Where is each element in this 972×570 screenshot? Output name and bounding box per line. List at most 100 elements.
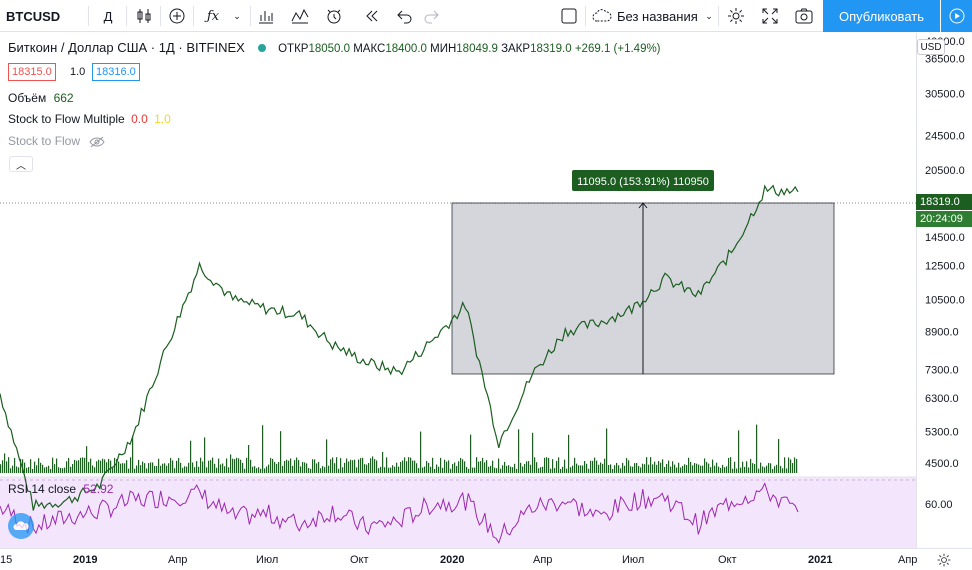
indicators-icon[interactable]: ƒx bbox=[206, 8, 220, 24]
volume-bar bbox=[736, 468, 738, 473]
ask-price-button[interactable]: 18316.0 bbox=[92, 63, 140, 81]
collapse-legend-button[interactable]: ︿ bbox=[9, 156, 33, 172]
publish-button[interactable]: Опубликовать bbox=[823, 0, 940, 32]
volume-bar bbox=[4, 453, 6, 473]
volume-bar bbox=[256, 468, 258, 473]
candles-icon[interactable] bbox=[132, 0, 156, 32]
volume-bar bbox=[166, 465, 168, 473]
volume-bar bbox=[782, 468, 784, 473]
volume-bar bbox=[220, 464, 222, 473]
volume-bar bbox=[0, 464, 2, 473]
layout-select-icon[interactable] bbox=[557, 0, 581, 32]
volume-bar bbox=[210, 460, 212, 473]
currency-button[interactable]: USD bbox=[917, 39, 945, 55]
volume-bar bbox=[396, 462, 398, 473]
volume-bar bbox=[308, 467, 310, 473]
volume-bar bbox=[786, 468, 788, 473]
volume-bar bbox=[346, 458, 348, 473]
rsi-panel-background bbox=[0, 477, 916, 548]
volume-bar bbox=[616, 462, 618, 473]
settings-icon[interactable] bbox=[933, 550, 955, 570]
divider bbox=[718, 6, 719, 26]
volume-bar bbox=[282, 466, 284, 473]
chevron-down-icon[interactable]: ⌄ bbox=[233, 10, 241, 21]
volume-bar bbox=[372, 456, 374, 473]
volume-bar bbox=[318, 461, 320, 473]
volume-bar bbox=[664, 467, 666, 473]
divider bbox=[126, 6, 127, 26]
cloud-icon[interactable] bbox=[590, 0, 614, 32]
fullscreen-icon[interactable] bbox=[758, 0, 782, 32]
volume-bar bbox=[668, 460, 670, 473]
volume-bar bbox=[748, 467, 750, 473]
volume-bar bbox=[60, 468, 62, 473]
volume-bar bbox=[496, 468, 498, 473]
volume-bar bbox=[84, 457, 86, 473]
volume-bar bbox=[304, 462, 306, 473]
volume-bar bbox=[144, 463, 146, 473]
volume-bar bbox=[442, 467, 444, 473]
tradingview-logo-icon[interactable] bbox=[8, 513, 34, 539]
s2f-legend[interactable]: Stock to Flow Multiple 0.0 1.0 bbox=[8, 112, 171, 126]
volume-bar bbox=[342, 467, 344, 473]
volume-bar bbox=[672, 461, 674, 473]
volume-bar bbox=[214, 463, 216, 473]
volume-bar bbox=[276, 463, 278, 473]
volume-bar bbox=[250, 459, 252, 473]
volume-bar bbox=[522, 466, 524, 473]
redo-icon[interactable] bbox=[419, 0, 443, 32]
volume-bar bbox=[328, 465, 330, 473]
volume-bar bbox=[704, 458, 706, 473]
volume-bar bbox=[718, 466, 720, 473]
rsi-line bbox=[0, 482, 799, 544]
volume-bar bbox=[586, 463, 588, 473]
volume-bar bbox=[232, 458, 234, 473]
volume-bar bbox=[18, 467, 20, 473]
volume-bar bbox=[588, 468, 590, 473]
volume-bar bbox=[12, 465, 14, 473]
volume-bar bbox=[752, 463, 754, 473]
play-icon[interactable] bbox=[941, 0, 972, 32]
chevron-down-icon[interactable]: ⌄ bbox=[705, 10, 713, 21]
price-series bbox=[0, 184, 799, 511]
volume-bar bbox=[254, 466, 256, 473]
volume-bar bbox=[296, 457, 298, 473]
interval-button[interactable]: Д bbox=[103, 8, 113, 24]
volume-bar bbox=[650, 457, 652, 473]
layout-name[interactable]: Без названия bbox=[617, 8, 698, 24]
volume-bar bbox=[240, 459, 242, 473]
settings-icon[interactable] bbox=[724, 0, 748, 32]
compare-chart-icon[interactable] bbox=[288, 0, 312, 32]
symbol-search[interactable]: BTCUSD bbox=[6, 8, 61, 24]
volume-bar bbox=[632, 466, 634, 473]
volume-bar bbox=[182, 467, 184, 473]
volume-legend: Объём 662 bbox=[8, 91, 74, 105]
top-toolbar: BTCUSD Д ƒx ⌄ Без названия ⌄ bbox=[0, 0, 972, 32]
volume-bar bbox=[722, 464, 724, 473]
alert-icon[interactable] bbox=[322, 0, 346, 32]
rsi-tick-label: 60.00 bbox=[925, 499, 953, 511]
volume-bar bbox=[152, 462, 154, 473]
camera-icon[interactable] bbox=[792, 0, 816, 32]
volume-bar bbox=[24, 462, 26, 473]
volume-bar bbox=[418, 468, 420, 473]
divider bbox=[88, 6, 89, 26]
time-axis[interactable]: 15 2019 Апр Июл Окт 2020 Апр Июл Окт 2021 Апр bbox=[0, 548, 972, 570]
undo-icon[interactable] bbox=[393, 0, 417, 32]
price-chart[interactable]: 11095.0 (153.91%) 110950 bbox=[0, 33, 916, 548]
volume-bar bbox=[402, 460, 404, 473]
s2f-value-2: 1.0 bbox=[154, 112, 171, 126]
volume-bar bbox=[334, 463, 336, 473]
replay-icon[interactable] bbox=[360, 0, 384, 32]
volume-bar bbox=[446, 461, 448, 473]
add-compare-icon[interactable] bbox=[165, 0, 189, 32]
price-axis[interactable]: 40000.036500.030500.024500.020500.014500… bbox=[916, 33, 972, 548]
templates-icon[interactable] bbox=[255, 0, 277, 32]
bid-price-button[interactable]: 18315.0 bbox=[8, 63, 56, 81]
volume-bar bbox=[776, 464, 778, 473]
volume-bar bbox=[76, 460, 78, 473]
volume-bar bbox=[8, 457, 10, 473]
change-value: +269.1 (+1.49%) bbox=[574, 43, 661, 55]
s2f-hidden-legend[interactable]: Stock to Flow bbox=[8, 134, 105, 148]
volume-bar bbox=[766, 465, 768, 473]
